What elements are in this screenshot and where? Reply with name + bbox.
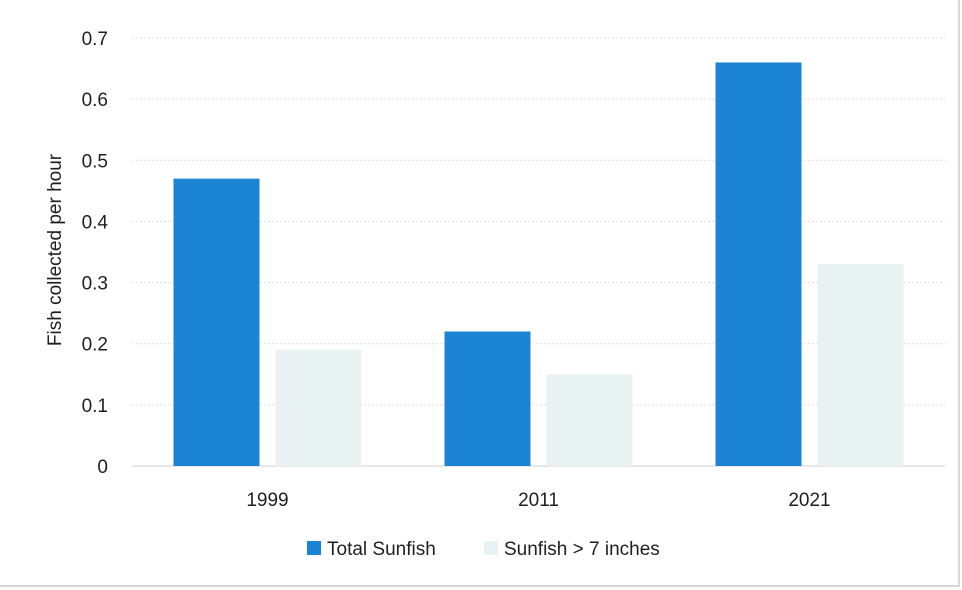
y-tick-label: 0.1 (82, 396, 108, 417)
bar-total-sunfish-2021 (715, 62, 802, 466)
y-tick-label: 0.5 (82, 151, 108, 172)
bar-sunfish-7-inches-2011 (546, 374, 633, 466)
legend-label: Total Sunfish (327, 539, 436, 560)
y-tick-label: 0.7 (82, 29, 108, 50)
legend-swatch (484, 541, 498, 555)
bars (173, 62, 904, 466)
legend: Total Sunfish Sunfish > 7 inches (307, 539, 660, 560)
bar-total-sunfish-1999 (173, 178, 260, 466)
y-tick-label: 0.2 (82, 335, 108, 356)
x-tick-label: 2011 (518, 490, 559, 511)
y-axis-label: Fish collected per hour (45, 153, 66, 346)
y-tick-label: 0 (97, 457, 108, 478)
bar-sunfish-7-inches-1999 (275, 349, 362, 466)
bar-sunfish-7-inches-2021 (817, 264, 904, 466)
x-tick-label: 2021 (788, 490, 830, 511)
legend-label: Sunfish > 7 inches (504, 539, 660, 560)
legend-swatch (307, 541, 321, 555)
y-tick-label: 0.3 (82, 274, 108, 295)
y-tick-label: 0.6 (82, 90, 108, 111)
y-tick-label: 0.4 (82, 212, 109, 233)
x-axis-ticks: 1999 2011 2021 (246, 490, 830, 511)
x-tick-label: 1999 (246, 490, 288, 511)
bar-total-sunfish-2011 (444, 331, 531, 466)
gridlines (132, 37, 945, 467)
y-axis-ticks: 0 0.1 0.2 0.3 0.4 0.5 0.6 0.7 (82, 29, 109, 478)
